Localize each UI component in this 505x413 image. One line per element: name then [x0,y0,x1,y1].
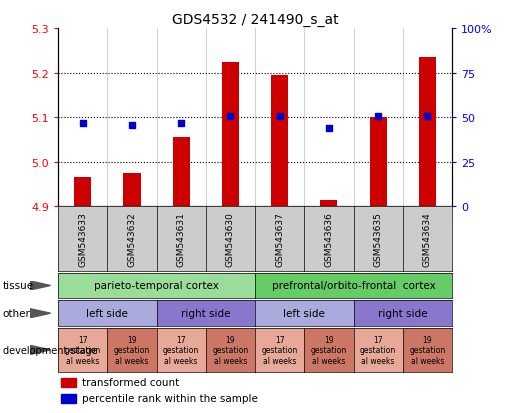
Text: 19
gestation
al weeks: 19 gestation al weeks [114,335,150,365]
Text: GSM543630: GSM543630 [226,212,235,267]
Text: development stage: development stage [3,345,97,355]
Point [79,120,87,127]
Point [226,113,234,120]
Text: other: other [3,309,30,318]
Text: GSM543633: GSM543633 [78,212,87,267]
Text: percentile rank within the sample: percentile rank within the sample [81,393,258,404]
Bar [61,394,76,403]
Text: GSM543635: GSM543635 [374,212,383,267]
Text: 17
gestation
al weeks: 17 gestation al weeks [262,335,298,365]
Text: transformed count: transformed count [81,377,179,387]
Point [276,113,284,120]
Bar [123,173,140,207]
Text: left side: left side [86,309,128,318]
Bar [173,138,190,207]
Title: GDS4532 / 241490_s_at: GDS4532 / 241490_s_at [172,13,338,27]
Bar [271,76,288,207]
Point [423,113,431,120]
Text: 17
gestation
al weeks: 17 gestation al weeks [163,335,199,365]
Text: 19
gestation
al weeks: 19 gestation al weeks [212,335,248,365]
Bar [370,118,387,207]
Text: 19
gestation
al weeks: 19 gestation al weeks [409,335,445,365]
Point [325,126,333,132]
Text: GSM543636: GSM543636 [324,212,333,267]
Bar [74,178,91,207]
Bar [419,58,436,207]
Text: 17
gestation
al weeks: 17 gestation al weeks [65,335,101,365]
Text: GSM543631: GSM543631 [177,212,186,267]
Text: parieto-temporal cortex: parieto-temporal cortex [94,281,219,291]
Polygon shape [30,309,50,318]
Text: 19
gestation
al weeks: 19 gestation al weeks [311,335,347,365]
Bar [222,63,239,207]
Text: GSM543634: GSM543634 [423,212,432,267]
Text: right side: right side [378,309,428,318]
Point [128,122,136,128]
Bar [320,200,337,207]
Text: 17
gestation
al weeks: 17 gestation al weeks [360,335,396,365]
Text: prefrontal/orbito-frontal  cortex: prefrontal/orbito-frontal cortex [272,281,435,291]
Text: left side: left side [283,309,325,318]
Point [177,120,185,127]
Point [374,113,382,120]
Bar [61,378,76,387]
Text: tissue: tissue [3,281,34,291]
Polygon shape [30,281,50,290]
Text: right side: right side [181,309,231,318]
Text: GSM543632: GSM543632 [127,212,136,267]
Polygon shape [30,346,50,354]
Text: GSM543637: GSM543637 [275,212,284,267]
